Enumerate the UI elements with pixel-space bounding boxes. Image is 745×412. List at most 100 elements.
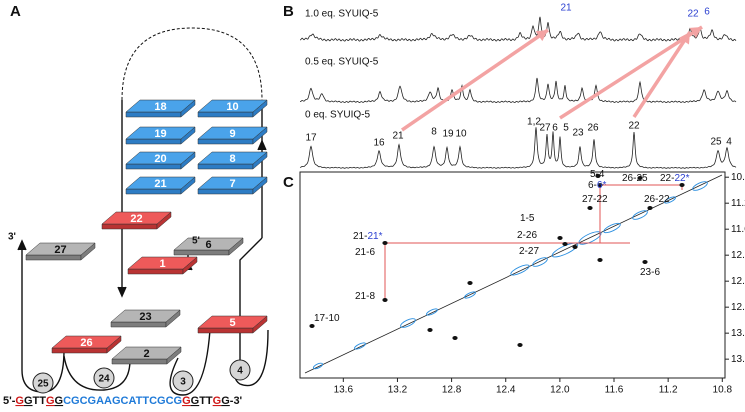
plate	[111, 346, 182, 360]
sequence-part: G	[221, 395, 230, 407]
cross-peak-label-part: 26-25	[622, 173, 648, 184]
y-tick-label: 13.2	[731, 328, 745, 339]
peak-label: 21	[392, 131, 404, 142]
plate	[173, 237, 244, 251]
plate-side	[111, 358, 168, 365]
plate-label: 10	[226, 101, 238, 113]
peak-label: 27	[539, 123, 551, 134]
cross-peak-label: 2-27	[519, 246, 539, 257]
plate	[51, 335, 122, 349]
nmr-spectrum	[299, 127, 737, 169]
peak-label: 8	[431, 127, 437, 138]
peak-label: 6	[552, 123, 558, 134]
contour	[532, 257, 548, 267]
plate-label: 7	[229, 178, 235, 190]
plate-label: 23	[139, 311, 151, 323]
cross-peak-label-star: 6*	[597, 180, 607, 191]
sequence-part: G	[15, 395, 24, 407]
plate	[25, 242, 96, 256]
peak-label: 16	[373, 138, 385, 149]
sequence-part: TT	[33, 395, 47, 407]
contour	[354, 342, 366, 350]
peak-label: 1,2	[527, 117, 541, 128]
nmr-spectrum	[300, 77, 737, 104]
x-tick-label: 13.2	[388, 385, 408, 396]
sequence-part: G	[182, 395, 191, 407]
contour	[551, 242, 579, 258]
plate	[125, 126, 196, 140]
peak-label: 22	[628, 121, 640, 132]
plate	[101, 211, 172, 225]
contour	[632, 210, 648, 220]
plate	[197, 151, 268, 165]
shift-arrow	[559, 25, 703, 120]
x-tick-label: 11.6	[605, 385, 624, 396]
x-tick-label: 13.6	[334, 385, 354, 396]
loop-label: 24	[98, 374, 110, 385]
shifted-peak-label: 21	[560, 3, 572, 14]
cross-peak	[562, 242, 568, 246]
sequence-part: G	[213, 395, 222, 407]
peak-label: 26	[587, 123, 599, 134]
sequence-part: -3'	[230, 395, 243, 407]
cross-peak-label-part: 2-26	[517, 230, 537, 241]
x-tick-label: 12.4	[496, 385, 516, 396]
contour	[664, 196, 676, 204]
cross-peak-label: 17-10	[314, 313, 340, 324]
shift-arrow	[632, 31, 692, 118]
x-tick-label: 12.0	[550, 385, 570, 396]
cross-peak	[382, 241, 388, 245]
contour	[400, 318, 416, 328]
cross-peak	[587, 206, 593, 210]
plate-label: 6	[205, 239, 211, 251]
nmr-spectrum	[300, 16, 737, 42]
contour	[464, 291, 476, 299]
cross-peak-label: 27-22	[582, 194, 608, 205]
plate-side	[127, 268, 184, 275]
trace-label: 0.5 eq. SYUIQ-5	[305, 57, 379, 68]
cross-peak	[642, 260, 648, 264]
peak-label: 25	[710, 137, 722, 148]
plate-label: 1	[159, 258, 165, 270]
plate-label: 5	[229, 317, 235, 329]
plate-label: 19	[154, 128, 166, 140]
plate-side	[173, 249, 230, 256]
contour	[603, 222, 621, 234]
cross-peak-label: 22-22*	[660, 173, 690, 184]
cross-peak-label: 21-8	[355, 291, 375, 302]
strands	[17, 27, 269, 396]
plate	[197, 126, 268, 140]
y-tick-label: 11.6	[731, 224, 745, 235]
cross-peak-label: 2-26	[517, 230, 537, 241]
strand-end: 3'	[8, 232, 16, 243]
cross-peak	[382, 298, 388, 302]
loop-label: 3	[180, 377, 186, 388]
shift-arrowhead	[678, 32, 690, 45]
cross-peak-label-part: 26-22	[644, 194, 670, 205]
plate-label: 9	[229, 128, 235, 140]
cross-peak	[427, 328, 433, 332]
sequence-part: G	[24, 395, 33, 407]
cross-peak-label-part: 21-6	[355, 247, 375, 258]
y-tick-label: 12.8	[731, 302, 745, 313]
sequence: 5'-GGTTGGCGCGAAGCATTCGCGGGTTGG-3'	[3, 395, 243, 407]
cross-peak	[647, 206, 653, 210]
cross-peak-label-part: 1-5	[520, 213, 535, 224]
loop-circle	[229, 359, 251, 381]
cross-peak	[517, 343, 523, 347]
cross-peak-label: 1-5	[520, 213, 535, 224]
cross-peak-label-part: 21-	[353, 231, 367, 242]
loop-circle	[172, 370, 194, 392]
cross-peak	[595, 174, 601, 178]
cross-peak	[679, 183, 685, 187]
plate	[125, 99, 196, 113]
plate	[125, 151, 196, 165]
cross-peak-label-part: 21-8	[355, 291, 375, 302]
plate-side	[197, 188, 254, 195]
sequence-part: TT	[199, 395, 213, 407]
plate	[197, 99, 268, 113]
contour	[426, 308, 438, 316]
cross-peak	[452, 336, 458, 340]
trace-label: 0 eq. SYUIQ-5	[305, 110, 370, 121]
peak-label: 10	[455, 129, 467, 140]
